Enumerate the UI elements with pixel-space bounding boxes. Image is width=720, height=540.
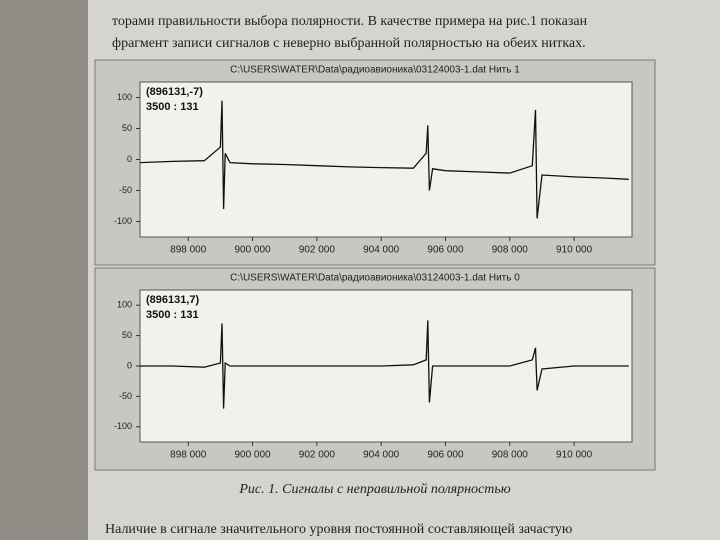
y-tick-label: 0 [127,154,132,164]
x-tick-label: 910 000 [556,245,593,256]
x-tick-label: 898 000 [170,450,207,461]
x-tick-label: 906 000 [427,450,464,461]
x-tick-label: 910 000 [556,450,593,461]
y-tick-label: -50 [119,185,132,195]
y-tick-label: 0 [127,360,132,370]
text-line: торами правильности выбора полярности. В… [112,14,588,29]
y-tick-label: 50 [122,123,132,133]
chart-title: C:\USERS\WATER\Data\радиоавионика\031240… [230,65,520,76]
y-tick-label: 50 [122,330,132,340]
y-tick-label: 100 [117,300,132,310]
chart-title: C:\USERS\WATER\Data\радиоавионика\031240… [230,273,520,284]
plot-area [139,81,633,238]
text-line: Наличие в сигнале значительного уровня п… [105,522,572,537]
x-tick-label: 900 000 [234,450,271,461]
annotation: 3500 : 131 [146,101,199,113]
x-tick-label: 900 000 [234,245,271,256]
signal-line [140,320,629,409]
x-tick-label: 902 000 [299,245,336,256]
y-tick-label: -100 [114,216,132,226]
annotation: 3500 : 131 [146,309,199,321]
x-tick-label: 904 000 [363,245,400,256]
annotation: (896131,7) [146,294,200,306]
x-tick-label: 906 000 [427,245,464,256]
signal-line [139,100,629,219]
x-tick-label: 904 000 [363,450,400,461]
y-tick-label: 100 [117,92,132,102]
y-tick-label: -50 [119,391,132,401]
x-tick-label: 908 000 [492,450,529,461]
annotation: (896131,-7) [146,86,203,98]
text-line: фрагмент записи сигналов с неверно выбра… [112,36,586,51]
x-tick-label: 898 000 [170,245,207,256]
caption: Рис. 1. Сигналы с неправильной полярност… [238,482,510,497]
x-tick-label: 908 000 [492,245,529,256]
y-tick-label: -100 [114,421,132,431]
left-page [0,0,90,540]
x-tick-label: 902 000 [299,450,336,461]
